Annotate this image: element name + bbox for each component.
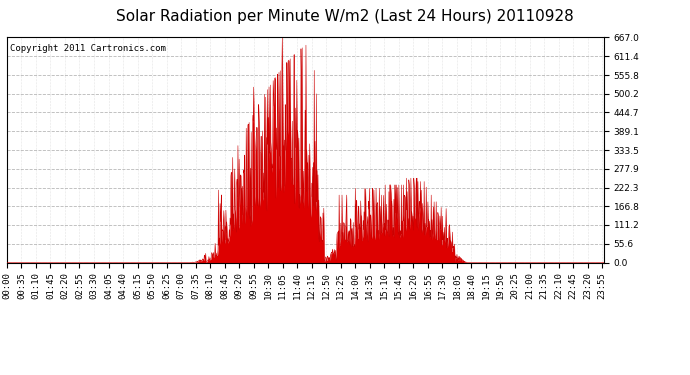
Text: Solar Radiation per Minute W/m2 (Last 24 Hours) 20110928: Solar Radiation per Minute W/m2 (Last 24… bbox=[116, 9, 574, 24]
Text: Copyright 2011 Cartronics.com: Copyright 2011 Cartronics.com bbox=[10, 44, 166, 53]
